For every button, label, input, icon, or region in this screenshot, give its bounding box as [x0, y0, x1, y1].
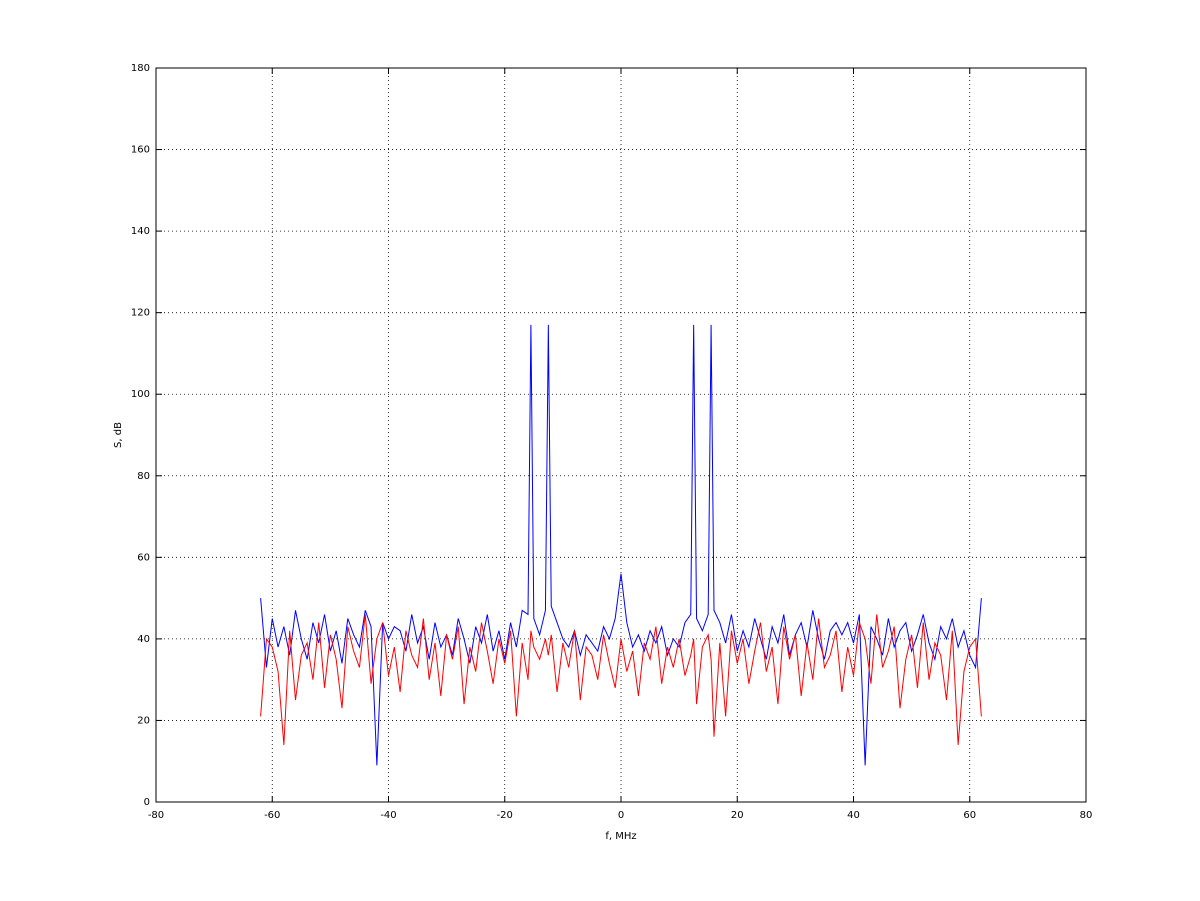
plot-frame [155, 67, 1087, 803]
y-tick-label: 0 [144, 797, 150, 808]
y-tick-label: 20 [137, 715, 150, 726]
y-tick-label: 100 [131, 389, 150, 400]
series-line [260, 614, 982, 745]
x-tick-label: -20 [497, 810, 513, 821]
x-tick-label: -80 [148, 810, 164, 821]
x-tick-label: 20 [731, 810, 744, 821]
series-line [260, 324, 982, 766]
y-tick-label: 60 [137, 552, 150, 563]
x-tick-label: -40 [380, 810, 396, 821]
x-tick-label: 40 [847, 810, 860, 821]
y-tick-label: 160 [131, 145, 150, 156]
x-axis-label: f, MHz [605, 831, 636, 842]
x-tick-label: -60 [264, 810, 280, 821]
y-tick-label: 180 [131, 63, 150, 74]
y-axis-label: S, dB [113, 422, 124, 448]
x-tick-label: 0 [618, 810, 624, 821]
y-tick-label: 140 [131, 226, 150, 237]
y-tick-label: 120 [131, 308, 150, 319]
x-tick-label: 60 [963, 810, 976, 821]
x-tick-label: 80 [1080, 810, 1093, 821]
y-tick-label: 80 [137, 471, 150, 482]
y-tick-label: 40 [137, 634, 150, 645]
